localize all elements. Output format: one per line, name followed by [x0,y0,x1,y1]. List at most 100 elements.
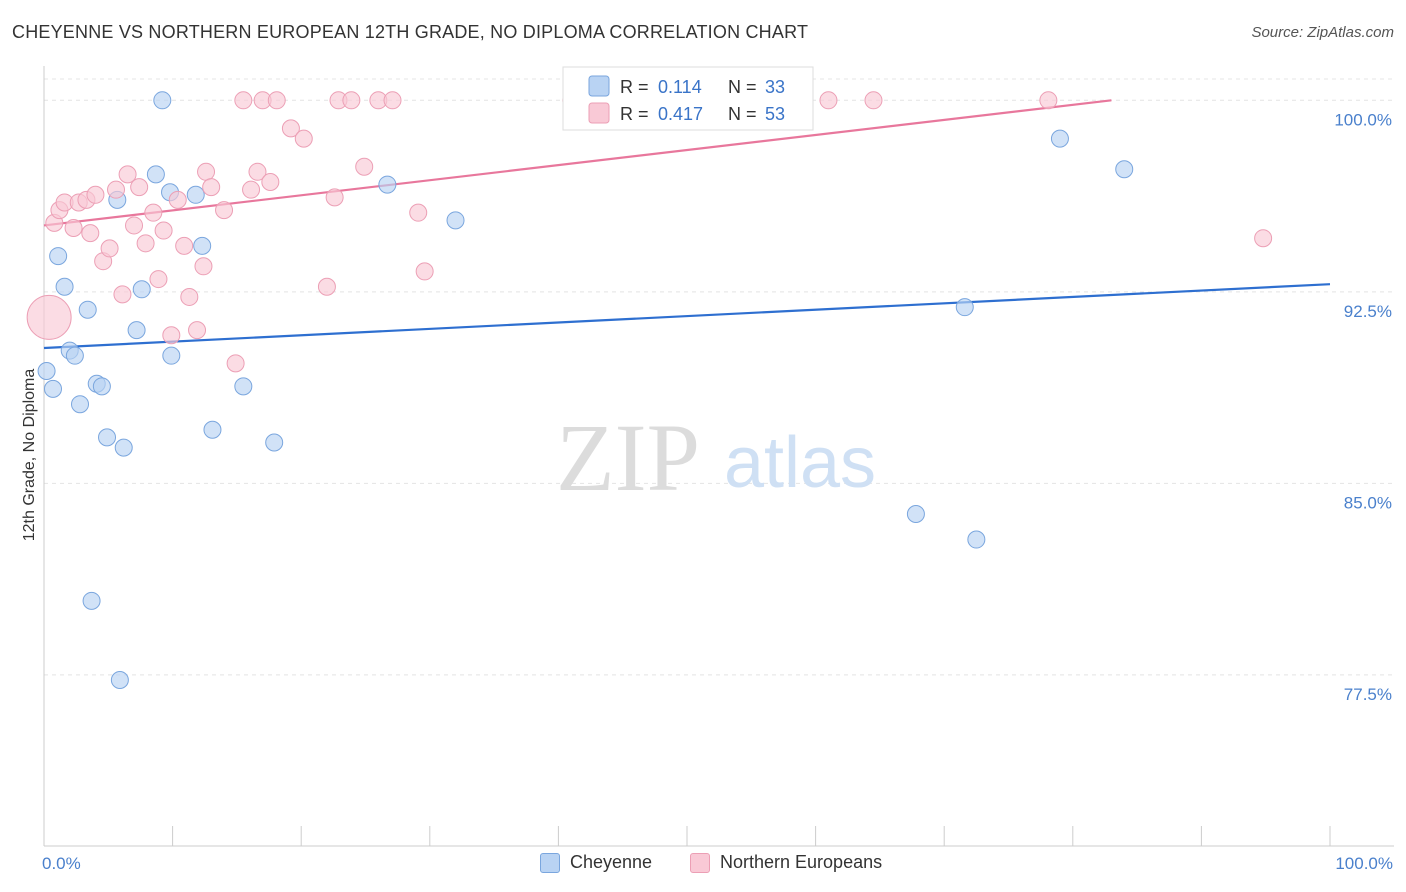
cheyenne-point [162,346,181,365]
cheyenne-point [203,420,222,439]
cheyenne-point [1050,129,1069,148]
cheyenne-point [49,247,68,266]
northern-europeans-point [125,216,144,235]
cheyenne-point [378,175,397,194]
watermark-zip: ZIP [556,404,700,511]
northern-europeans-point [162,326,181,345]
cheyenne-point [153,91,172,110]
northern-europeans-point [144,203,163,222]
cheyenne-point [98,428,117,447]
northern-europeans-point [215,201,234,220]
northern-europeans-point [113,285,132,304]
data-points [26,91,1273,690]
legend-r-label-2: R = [620,104,649,124]
northern-europeans-point [819,91,838,110]
northern-europeans-point [234,91,253,110]
northern-europeans-point [342,91,361,110]
northern-europeans-point [325,188,344,207]
x-tick-label-end: 100.0% [1335,854,1393,873]
legend-n-label-1: N = [728,77,757,97]
bottom-legend-northern-europeans: Northern Europeans [690,852,882,873]
northern-europeans-point [197,162,216,181]
chart-title: CHEYENNE VS NORTHERN EUROPEAN 12TH GRADE… [12,22,809,42]
northern-europeans-point [242,180,261,199]
northern-europeans-point [100,239,119,258]
northern-europeans-point [261,173,280,192]
northern-europeans-swatch [690,852,710,873]
cheyenne-point [955,298,974,317]
cheyenne-point [55,277,74,296]
northern-europeans-point [175,236,194,255]
cheyenne-point [82,591,101,610]
legend-r-value-2: 0.417 [658,104,703,124]
northern-europeans-point [118,165,137,184]
axes [43,66,1394,847]
northern-europeans-point [1254,229,1273,248]
y-tick-label: 85.0% [1344,493,1392,512]
northern-europeans-point [294,129,313,148]
northern-europeans-point [409,203,428,222]
northern-europeans-point [194,257,213,276]
cheyenne-point [110,671,129,690]
y-tick-label: 92.5% [1344,302,1392,321]
cheyenne-point [906,505,925,524]
source-credit: Source: ZipAtlas.com [1251,24,1394,41]
y-tick-labels: 77.5% 85.0% 92.5% 100.0% [1334,110,1392,704]
northern-europeans-point [168,190,187,209]
cheyenne-point [44,379,63,398]
bottom-legend-label-cheyenne: Cheyenne [570,852,653,872]
northern-europeans-point [864,91,883,110]
cheyenne-point [446,211,465,230]
cheyenne-point [71,395,90,414]
legend-n-value-2: 53 [765,104,785,124]
northern-europeans-point [267,91,286,110]
northern-europeans-point [248,162,267,181]
bottom-legend-cheyenne: Cheyenne [540,852,652,873]
cheyenne-point [65,346,84,365]
cheyenne-point [114,438,133,457]
y-tick-label: 100.0% [1334,110,1392,129]
northern-europeans-point [180,287,199,306]
cheyenne-point [234,377,253,396]
northern-europeans-point [383,91,402,110]
northern-europeans-point [26,294,72,340]
legend-r-value-1: 0.114 [658,77,702,97]
legend-r-label-1: R = [620,77,649,97]
legend-n-label-2: N = [728,104,757,124]
northern-europeans-point [355,157,374,176]
cheyenne-trend-line [43,283,1331,350]
northern-europeans-point [202,178,221,197]
northern-europeans-point [130,178,149,197]
northern-europeans-point [281,119,300,138]
cheyenne-point [78,300,97,319]
cheyenne-point [132,280,151,299]
y-tick-label: 77.5% [1344,685,1392,704]
northern-europeans-point [86,185,105,204]
cheyenne-point [186,185,205,204]
northern-europeans-point [317,277,336,296]
northern-europeans-point [149,270,168,289]
northern-europeans-point [64,218,83,237]
northern-europeans-point [188,321,207,340]
x-tick-labels: 0.0% 100.0% [42,854,1393,873]
watermark: ZIP atlas [556,404,876,511]
cheyenne-point [967,530,986,549]
cheyenne-point [146,165,165,184]
cheyenne-point [37,362,56,381]
northern-europeans-point [107,180,126,199]
legend: R = 0.114 N = 33 R = 0.417 N = 53 [562,66,814,131]
northern-europeans-point [226,354,245,373]
cheyenne-point [92,377,111,396]
northern-europeans-point [1039,91,1058,110]
x-tick-label-start: 0.0% [42,854,81,873]
northern-europeans-point [154,221,173,240]
cheyenne-point [127,321,146,340]
northern-europeans-point [81,224,100,243]
bottom-legend-label-northern-europeans: Northern Europeans [720,852,883,872]
cheyenne-point [193,236,212,255]
northern-europeans-point [136,234,155,253]
legend-swatch-northern-europeans [588,102,610,124]
legend-n-value-1: 33 [765,77,785,97]
legend-swatch-cheyenne [588,75,610,97]
